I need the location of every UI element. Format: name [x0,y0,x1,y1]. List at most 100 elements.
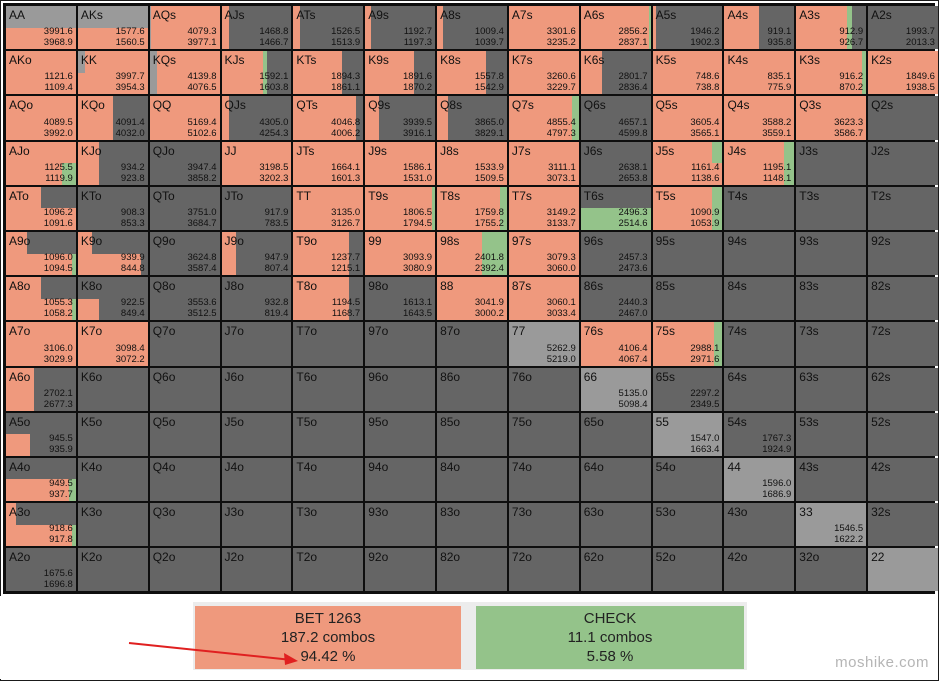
hand-cell-54s[interactable]: 54s 1767.3 1924.9 [724,412,795,456]
hand-cell-T2s[interactable]: T2s [868,186,938,230]
hand-cell-J9s[interactable]: J9s 1586.1 1531.0 [365,141,436,185]
hand-cell-Q6s[interactable]: Q6s 4657.1 4599.8 [580,96,651,140]
hand-cell-42s[interactable]: 42s [868,457,938,502]
hand-cell-64o[interactable]: 64o [580,457,651,502]
hand-cell-K7o[interactable]: K7o 3098.4 3072.2 [77,322,148,366]
hand-cell-JJ[interactable]: JJ 3198.5 3202.3 [221,141,292,185]
hand-cell-AQs[interactable]: AQs 4079.3 3977.1 [149,6,220,50]
hand-cell-96s[interactable]: 96s 2457.3 2473.6 [580,231,651,276]
hand-cell-J3o[interactable]: J3o [221,503,292,547]
hand-cell-77[interactable]: 77 5262.9 5219.0 [508,322,579,366]
hand-cell-K5s[interactable]: K5s 748.6 738.8 [652,51,723,95]
hand-cell-Q5s[interactable]: Q5s 3605.4 3565.1 [652,96,723,140]
hand-cell-T6o[interactable]: T6o [293,367,364,411]
hand-cell-82s[interactable]: 82s [868,277,938,321]
hand-cell-JTo[interactable]: JTo 917.9 783.5 [221,186,292,230]
hand-cell-J2o[interactable]: J2o [221,548,292,592]
hand-cell-KTo[interactable]: KTo 908.3 853.3 [77,186,148,230]
hand-cell-86s[interactable]: 86s 2440.3 2467.0 [580,277,651,321]
hand-cell-K3s[interactable]: K3s 916.2 870.2 [796,51,867,95]
hand-cell-Q3o[interactable]: Q3o [149,503,220,547]
hand-cell-66[interactable]: 66 5135.0 5098.4 [580,367,651,411]
hand-cell-44[interactable]: 44 1596.0 1686.9 [724,457,795,502]
hand-cell-62s[interactable]: 62s [868,367,938,411]
hand-cell-72o[interactable]: 72o [508,548,579,592]
hand-cell-AJo[interactable]: AJo 1125.5 1119.9 [6,141,76,185]
hand-cell-A5s[interactable]: A5s 1946.2 1902.3 [652,6,723,50]
hand-cell-T8s[interactable]: T8s 1759.8 1755.2 [437,186,507,230]
hand-cell-52o[interactable]: 52o [652,548,723,592]
hand-cell-K6o[interactable]: K6o [77,367,148,411]
hand-cell-Q6o[interactable]: Q6o [149,367,220,411]
hand-cell-33[interactable]: 33 1546.5 1622.2 [796,503,867,547]
hand-cell-94s[interactable]: 94s [724,231,795,276]
hand-cell-K3o[interactable]: K3o [77,503,148,547]
hand-cell-Q4s[interactable]: Q4s 3588.2 3559.1 [724,96,795,140]
hand-cell-43s[interactable]: 43s [796,457,867,502]
hand-cell-K6s[interactable]: K6s 2801.7 2836.4 [580,51,651,95]
hand-cell-88[interactable]: 88 3041.9 3000.2 [437,277,507,321]
hand-cell-T8o[interactable]: T8o 1194.5 1168.7 [293,277,364,321]
hand-cell-K8s[interactable]: K8s 1557.8 1542.9 [437,51,507,95]
hand-cell-ATs[interactable]: ATs 1526.5 1513.9 [293,6,364,50]
hand-cell-76s[interactable]: 76s 4106.4 4067.4 [580,322,651,366]
hand-cell-QJo[interactable]: QJo 3947.4 3858.2 [149,141,220,185]
hand-cell-T6s[interactable]: T6s 2496.3 2514.6 [580,186,651,230]
hand-cell-93s[interactable]: 93s [796,231,867,276]
hand-cell-62o[interactable]: 62o [580,548,651,592]
hand-cell-A6o[interactable]: A6o 2702.1 2677.3 [6,367,76,411]
hand-cell-K4s[interactable]: K4s 835.1 775.9 [724,51,795,95]
hand-cell-AKo[interactable]: AKo 1121.6 1109.4 [6,51,76,95]
hand-cell-65o[interactable]: 65o [580,412,651,456]
hand-cell-J5s[interactable]: J5s 1161.4 1138.6 [652,141,723,185]
hand-cell-J9o[interactable]: J9o 947.9 807.4 [221,231,292,276]
hand-cell-Q9s[interactable]: Q9s 3939.5 3916.1 [365,96,436,140]
hand-cell-83s[interactable]: 83s [796,277,867,321]
hand-cell-84s[interactable]: 84s [724,277,795,321]
hand-cell-86o[interactable]: 86o [437,367,507,411]
hand-cell-A6s[interactable]: A6s 2856.2 2837.1 [580,6,651,50]
hand-cell-Q8o[interactable]: Q8o 3553.6 3512.5 [149,277,220,321]
hand-cell-Q5o[interactable]: Q5o [149,412,220,456]
hand-cell-85s[interactable]: 85s [652,277,723,321]
hand-cell-63s[interactable]: 63s [796,367,867,411]
hand-cell-K9s[interactable]: K9s 1891.6 1870.2 [365,51,436,95]
hand-cell-73o[interactable]: 73o [508,503,579,547]
hand-cell-K5o[interactable]: K5o [77,412,148,456]
hand-cell-82o[interactable]: 82o [437,548,507,592]
hand-cell-64s[interactable]: 64s [724,367,795,411]
hand-cell-83o[interactable]: 83o [437,503,507,547]
hand-cell-QQ[interactable]: QQ 5169.4 5102.6 [149,96,220,140]
hand-cell-J6o[interactable]: J6o [221,367,292,411]
hand-cell-A8o[interactable]: A8o 1055.3 1058.2 [6,277,76,321]
hand-cell-A9s[interactable]: A9s 1192.7 1197.3 [365,6,436,50]
hand-cell-KQo[interactable]: KQo 4091.4 4032.0 [77,96,148,140]
hand-cell-63o[interactable]: 63o [580,503,651,547]
hand-cell-73s[interactable]: 73s [796,322,867,366]
hand-cell-95o[interactable]: 95o [365,412,436,456]
hand-cell-J8o[interactable]: J8o 932.8 819.4 [221,277,292,321]
hand-cell-55[interactable]: 55 1547.0 1663.4 [652,412,723,456]
hand-cell-95s[interactable]: 95s [652,231,723,276]
hand-cell-52s[interactable]: 52s [868,412,938,456]
hand-cell-A8s[interactable]: A8s 1009.4 1039.7 [437,6,507,50]
hand-cell-J5o[interactable]: J5o [221,412,292,456]
hand-cell-Q9o[interactable]: Q9o 3624.8 3587.4 [149,231,220,276]
hand-cell-T4o[interactable]: T4o [293,457,364,502]
hand-cell-Q2o[interactable]: Q2o [149,548,220,592]
hand-cell-KQs[interactable]: KQs 4139.8 4076.5 [149,51,220,95]
hand-cell-KTs[interactable]: KTs 1894.3 1861.1 [293,51,364,95]
hand-cell-97o[interactable]: 97o [365,322,436,366]
hand-cell-QJs[interactable]: QJs 4305.0 4254.3 [221,96,292,140]
hand-cell-72s[interactable]: 72s [868,322,938,366]
hand-cell-98s[interactable]: 98s 2401.8 2392.4 [437,231,507,276]
hand-cell-K2s[interactable]: K2s 1849.6 1938.5 [868,51,938,95]
hand-cell-QTo[interactable]: QTo 3751.0 3684.7 [149,186,220,230]
hand-cell-QTs[interactable]: QTs 4046.8 4006.2 [293,96,364,140]
hand-cell-T5s[interactable]: T5s 1090.9 1053.9 [652,186,723,230]
hand-cell-TT[interactable]: TT 3135.0 3126.7 [293,186,364,230]
hand-cell-42o[interactable]: 42o [724,548,795,592]
hand-cell-65s[interactable]: 65s 2297.2 2349.5 [652,367,723,411]
hand-cell-92o[interactable]: 92o [365,548,436,592]
hand-cell-K4o[interactable]: K4o [77,457,148,502]
